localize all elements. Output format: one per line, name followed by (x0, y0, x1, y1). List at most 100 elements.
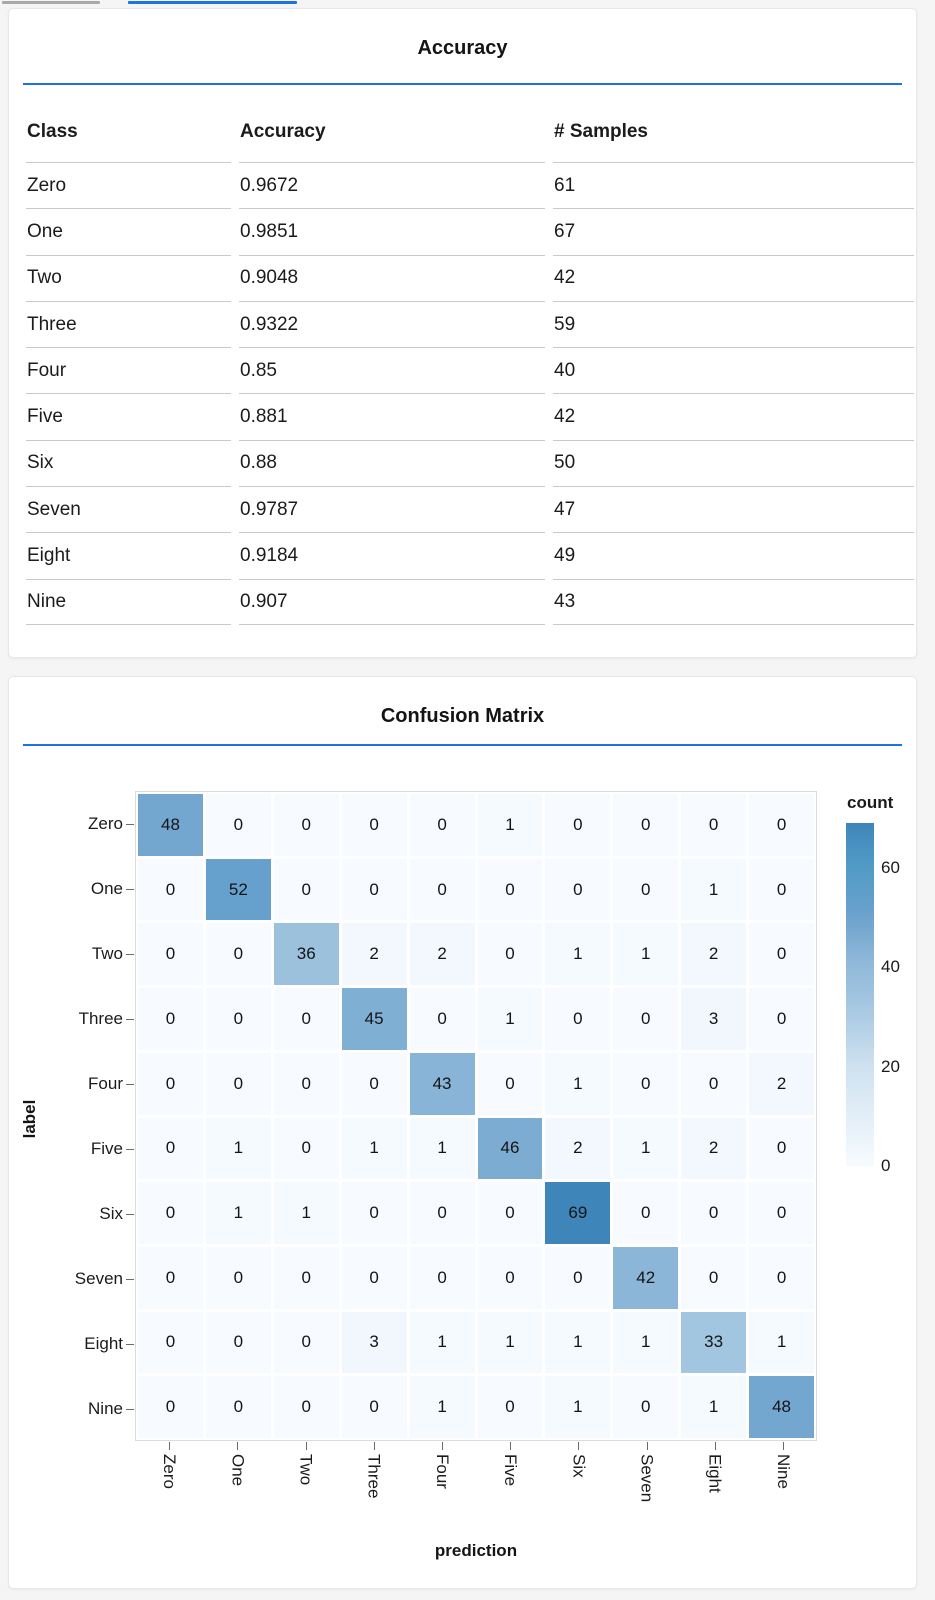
heatmap-cell: 1 (681, 1376, 747, 1438)
heatmap-cell: 0 (681, 794, 747, 856)
heatmap-cell: 1 (477, 988, 543, 1050)
table-row: Two 0.9048 42 (26, 254, 914, 301)
x-tick-label: Two (296, 1454, 316, 1486)
cell-samples: 50 (553, 439, 914, 486)
y-tick-label: Six (99, 1203, 123, 1223)
heatmap-cell: 0 (341, 1376, 407, 1438)
y-tick-mark (126, 1408, 134, 1410)
x-tick-label: Six (569, 1454, 589, 1478)
accuracy-panel-title: Accuracy (417, 37, 508, 59)
heatmap-cell: 0 (749, 923, 814, 986)
x-tick-mark (782, 1442, 784, 1450)
heatmap-cell: 0 (613, 1376, 679, 1438)
y-tick-mark (126, 1278, 134, 1280)
x-tick-label: Nine (773, 1454, 793, 1489)
heatmap-cell: 46 (477, 1117, 543, 1180)
cell-samples: 42 (553, 254, 914, 301)
heatmap-cell: 1 (409, 1117, 475, 1180)
heatmap-cell: 0 (138, 1376, 203, 1438)
table-row: Zero 0.9672 61 (26, 162, 914, 208)
heatmap-cell: 42 (613, 1246, 679, 1309)
confusion-matrix-divider (23, 744, 902, 746)
x-tick-mark (305, 1442, 307, 1450)
heatmap-cell: 0 (273, 794, 339, 856)
x-tick-mark (578, 1442, 580, 1450)
cell-accuracy: 0.9048 (239, 254, 545, 301)
heatmap-cell: 0 (205, 1376, 271, 1438)
cell-accuracy: 0.9184 (239, 532, 545, 578)
heatmap-cell: 0 (749, 988, 814, 1050)
y-tick-label: Three (78, 1008, 123, 1028)
cell-accuracy: 0.88 (239, 439, 545, 486)
heatmap-cell: 1 (613, 1311, 679, 1374)
heatmap-cell: 1 (545, 1376, 611, 1438)
cell-accuracy: 0.907 (239, 578, 545, 625)
y-tick-mark (126, 1018, 134, 1020)
heatmap-cell: 1 (273, 1182, 339, 1244)
heatmap-cell: 52 (205, 858, 271, 921)
heatmap-cell: 0 (477, 1376, 543, 1438)
y-tick-label: Eight (84, 1333, 123, 1353)
heatmap-cell: 0 (749, 1182, 814, 1244)
heatmap-cell: 0 (477, 1182, 543, 1244)
heatmap-cell: 0 (409, 988, 475, 1050)
heatmap-cell: 1 (205, 1182, 271, 1244)
confusion-matrix-heatmap: 48 0 0 0 0 1 0 0 0 0 0 52 0 0 0 0 0 0 1 0 0 0 36 2 2 0 1 1 2 0 0 0 0 45 0 1… (135, 791, 817, 1441)
heatmap-cell: 1 (613, 1117, 679, 1180)
cell-samples: 49 (553, 532, 914, 578)
heatmap-cell: 0 (273, 1052, 339, 1115)
cell-samples: 42 (553, 393, 914, 439)
cell-class: Four (26, 347, 231, 393)
heatmap-cell: 0 (545, 858, 611, 921)
heatmap-cell: 2 (341, 923, 407, 986)
heatmap-cell: 0 (138, 1117, 203, 1180)
heatmap-cell: 0 (749, 1246, 814, 1309)
y-tick-mark (126, 823, 134, 825)
cell-accuracy: 0.9787 (239, 486, 545, 532)
cell-class: Six (26, 439, 231, 486)
accuracy-table: Class Accuracy # Samples Zero 0.9672 61 One… (26, 102, 914, 625)
heatmap-cell: 0 (341, 1052, 407, 1115)
tab-indicator-active[interactable] (128, 1, 297, 4)
heatmap-cell: 0 (138, 1246, 203, 1309)
heatmap-cell: 0 (749, 858, 814, 921)
cell-class: One (26, 208, 231, 254)
y-axis-title: label (20, 1099, 39, 1139)
cell-accuracy: 0.9322 (239, 300, 545, 347)
heatmap-cell: 0 (273, 1246, 339, 1309)
column-header-accuracy: Accuracy (240, 121, 326, 142)
heatmap-cell: 1 (749, 1311, 814, 1374)
heatmap-cell: 1 (613, 923, 679, 986)
x-tick-label: Zero (160, 1454, 180, 1489)
x-tick-mark (373, 1442, 375, 1450)
heatmap-cell: 0 (681, 1246, 747, 1309)
x-tick-mark (510, 1442, 512, 1450)
accuracy-panel-divider (23, 83, 902, 85)
heatmap-cell: 0 (545, 988, 611, 1050)
tab-indicator-inactive[interactable] (2, 1, 100, 4)
colorbar-tick-label: 0 (881, 1156, 891, 1175)
heatmap-cell: 1 (477, 1311, 543, 1374)
accuracy-table-body: Zero 0.9672 61 One 0.9851 67 Two 0.9048 42 Three 0… (26, 162, 914, 625)
y-tick-label: Four (88, 1073, 123, 1093)
table-row: Three 0.9322 59 (26, 300, 914, 347)
heatmap-cell: 0 (613, 988, 679, 1050)
table-row: Eight 0.9184 49 (26, 532, 914, 578)
heatmap-cell: 0 (138, 1052, 203, 1115)
cell-accuracy: 0.9672 (239, 162, 545, 208)
heatmap-cell: 0 (138, 1182, 203, 1244)
heatmap-cell: 0 (205, 923, 271, 986)
heatmap-cell: 0 (613, 1182, 679, 1244)
heatmap-cell: 1 (341, 1117, 407, 1180)
heatmap-cell: 0 (681, 1052, 747, 1115)
cell-class: Zero (26, 162, 231, 208)
colorbar-gradient (846, 823, 874, 1166)
heatmap-cell: 0 (409, 794, 475, 856)
heatmap-cell: 0 (273, 858, 339, 921)
heatmap-cell: 69 (545, 1182, 611, 1244)
x-tick-label: Five (501, 1454, 521, 1487)
heatmap-cell: 0 (138, 923, 203, 986)
heatmap-cell: 0 (477, 923, 543, 986)
heatmap-cell: 0 (205, 1311, 271, 1374)
x-tick-label: Four (432, 1454, 452, 1489)
